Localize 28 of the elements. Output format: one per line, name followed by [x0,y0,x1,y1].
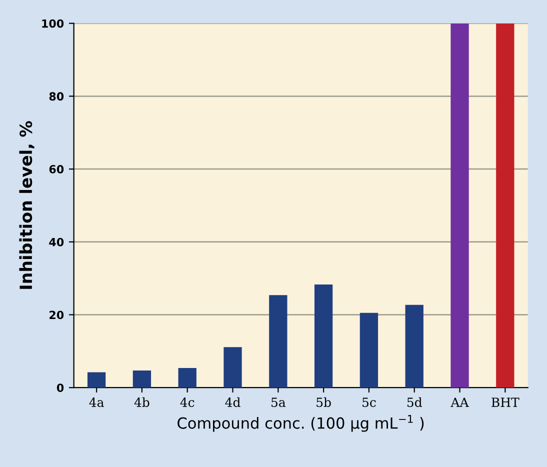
y-tick-label: 60 [49,165,64,174]
x-axis-title: Compound conc. (100 µg mL$^{−1}$ ) [178,414,424,432]
x-tick-label: 5d [407,397,422,408]
bar [450,23,469,388]
y-tick-label: 40 [49,238,64,246]
x-tick-label: BHT [492,398,520,407]
bar [269,295,288,388]
x-tick-label: 5c [362,398,376,408]
y-tick-label: 0 [56,384,64,392]
bar [314,284,333,388]
y-tick-label: 100 [42,19,64,28]
x-tick-label: 4b [134,397,150,408]
y-tick-label: 20 [50,310,64,320]
x-tick-label: 5b [316,397,331,408]
x-tick-label: 4d [225,397,240,408]
x-tick-label: 4a [89,398,104,408]
bar [178,368,196,388]
y-axis-title: Inhibition level, % [19,121,34,289]
x-tick-label: AA [450,398,469,407]
x-tick-label: 4c [180,398,194,408]
bar [360,312,378,388]
y-tick-label: 80 [49,92,64,101]
bar [132,370,152,388]
bar [224,347,242,388]
x-tick-label: 5a [272,398,286,408]
bar [405,304,424,388]
bar [496,23,514,388]
bar [87,372,106,388]
